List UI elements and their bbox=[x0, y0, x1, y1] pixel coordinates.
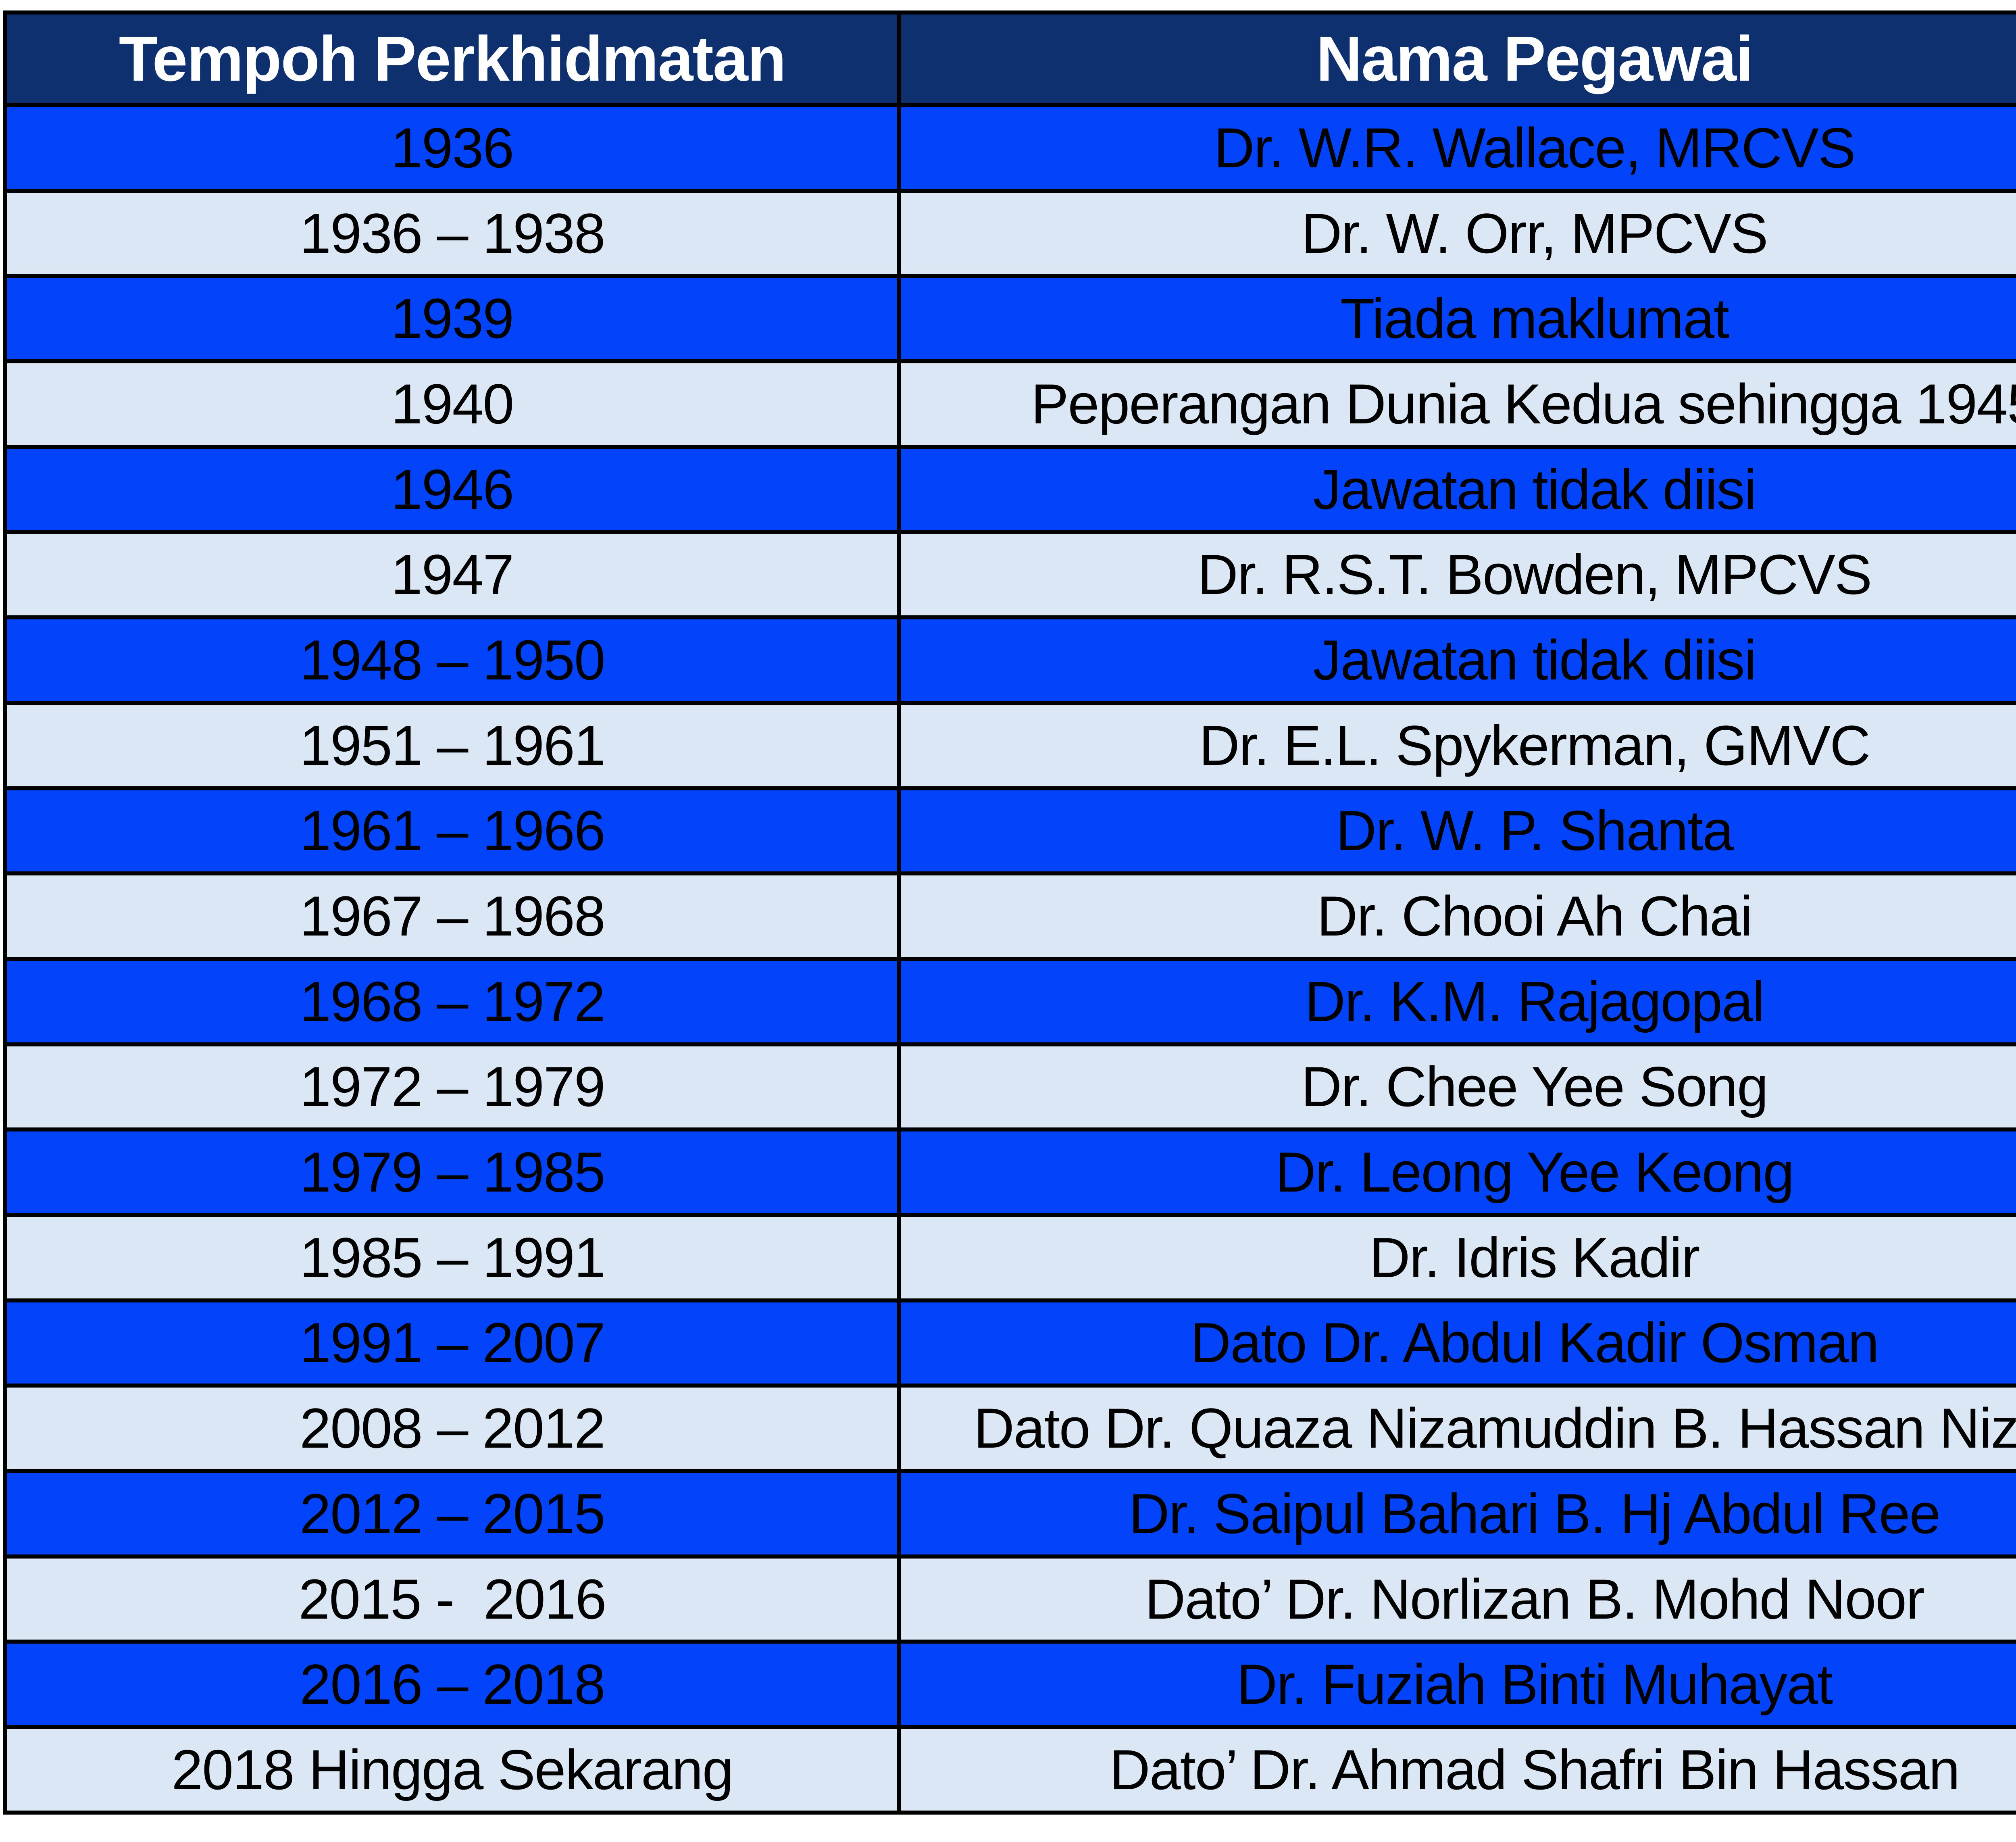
officer-cell: Dr. Saipul Bahari B. Hj Abdul Ree bbox=[897, 1469, 2016, 1559]
period-cell: 2018 Hingga Sekarang bbox=[3, 1725, 901, 1815]
officer-cell: Jawatan tidak diisi bbox=[897, 615, 2016, 705]
officer-cell: Dr. Fuziah Binti Muhayat bbox=[897, 1640, 2016, 1729]
officer-cell: Peperangan Dunia Kedua sehingga 1945 bbox=[897, 359, 2016, 449]
officer-cell: Dato’ Dr. Norlizan B. Mohd Noor bbox=[897, 1554, 2016, 1644]
table-row: 1947 Dr. R.S.T. Bowden, MPCVS bbox=[3, 530, 2016, 620]
period-cell: 1939 bbox=[3, 274, 901, 364]
table-row: 2012 – 2015 Dr. Saipul Bahari B. Hj Abdu… bbox=[3, 1469, 2016, 1559]
period-cell: 1979 – 1985 bbox=[3, 1127, 901, 1217]
officer-cell: Dr. Chooi Ah Chai bbox=[897, 871, 2016, 961]
table-row: 1936 Dr. W.R. Wallace, MRCVS bbox=[3, 103, 2016, 193]
table-row: 1985 – 1991 Dr. Idris Kadir bbox=[3, 1213, 2016, 1302]
officer-cell: Dr. W. P. Shanta bbox=[897, 786, 2016, 876]
officer-cell: Dr. K.M. Rajagopal bbox=[897, 956, 2016, 1046]
officer-cell: Dr. R.S.T. Bowden, MPCVS bbox=[897, 530, 2016, 620]
table-row: 1939 Tiada maklumat bbox=[3, 274, 2016, 364]
officer-cell: Dr. W.R. Wallace, MRCVS bbox=[897, 103, 2016, 193]
period-cell: 2015 - 2016 bbox=[3, 1554, 901, 1644]
table-row: 2015 - 2016 Dato’ Dr. Norlizan B. Mohd N… bbox=[3, 1554, 2016, 1644]
period-cell: 1967 – 1968 bbox=[3, 871, 901, 961]
table-row: 2018 Hingga Sekarang Dato’ Dr. Ahmad Sha… bbox=[3, 1725, 2016, 1815]
table-row: 1972 – 1979 Dr. Chee Yee Song bbox=[3, 1042, 2016, 1132]
officer-cell: Dr. Leong Yee Keong bbox=[897, 1127, 2016, 1217]
table-row: 1991 – 2007 Dato Dr. Abdul Kadir Osman bbox=[3, 1298, 2016, 1388]
table-row: 1967 – 1968 Dr. Chooi Ah Chai bbox=[3, 871, 2016, 961]
table-row: 2008 – 2012 Dato Dr. Quaza Nizamuddin B.… bbox=[3, 1384, 2016, 1473]
officer-cell: Dr. E.L. Spykerman, GMVC bbox=[897, 700, 2016, 790]
period-cell: 1946 bbox=[3, 444, 901, 534]
column-header-tempoh-perkhidmatan: Tempoh Perkhidmatan bbox=[3, 10, 901, 107]
period-cell: 2012 – 2015 bbox=[3, 1469, 901, 1559]
period-cell: 1961 – 1966 bbox=[3, 786, 901, 876]
officer-cell: Dr. Chee Yee Song bbox=[897, 1042, 2016, 1132]
officer-cell: Dato’ Dr. Ahmad Shafri Bin Hassan bbox=[897, 1725, 2016, 1815]
officer-cell: Dato Dr. Quaza Nizamuddin B. Hassan Niza… bbox=[897, 1384, 2016, 1473]
table-row: 1951 – 1961 Dr. E.L. Spykerman, GMVC bbox=[3, 700, 2016, 790]
period-cell: 1936 – 1938 bbox=[3, 188, 901, 278]
table-row: 1946 Jawatan tidak diisi bbox=[3, 444, 2016, 534]
table-row: 1961 – 1966 Dr. W. P. Shanta bbox=[3, 786, 2016, 876]
period-cell: 1940 bbox=[3, 359, 901, 449]
period-cell: 1991 – 2007 bbox=[3, 1298, 901, 1388]
period-cell: 1985 – 1991 bbox=[3, 1213, 901, 1302]
officer-cell: Dr. W. Orr, MPCVS bbox=[897, 188, 2016, 278]
table-row: 1968 – 1972 Dr. K.M. Rajagopal bbox=[3, 956, 2016, 1046]
table-row: 1979 – 1985 Dr. Leong Yee Keong bbox=[3, 1127, 2016, 1217]
column-header-nama-pegawai: Nama Pegawai bbox=[897, 10, 2016, 107]
officer-cell: Dr. Idris Kadir bbox=[897, 1213, 2016, 1302]
officer-cell: Dato Dr. Abdul Kadir Osman bbox=[897, 1298, 2016, 1388]
table-row: 1936 – 1938 Dr. W. Orr, MPCVS bbox=[3, 188, 2016, 278]
table-row: 1948 – 1950 Jawatan tidak diisi bbox=[3, 615, 2016, 705]
period-cell: 2016 – 2018 bbox=[3, 1640, 901, 1729]
service-roster-table: Tempoh Perkhidmatan Nama Pegawai 1936 Dr… bbox=[3, 10, 2016, 1815]
period-cell: 1947 bbox=[3, 530, 901, 620]
header-row: Tempoh Perkhidmatan Nama Pegawai bbox=[3, 10, 2016, 107]
period-cell: 2008 – 2012 bbox=[3, 1384, 901, 1473]
table-header: Tempoh Perkhidmatan Nama Pegawai bbox=[3, 10, 2016, 107]
period-cell: 1968 – 1972 bbox=[3, 956, 901, 1046]
officer-cell: Jawatan tidak diisi bbox=[897, 444, 2016, 534]
table-row: 1940 Peperangan Dunia Kedua sehingga 194… bbox=[3, 359, 2016, 449]
table-body: 1936 Dr. W.R. Wallace, MRCVS 1936 – 1938… bbox=[3, 103, 2016, 1815]
period-cell: 1936 bbox=[3, 103, 901, 193]
table-row: 2016 – 2018 Dr. Fuziah Binti Muhayat bbox=[3, 1640, 2016, 1729]
period-cell: 1951 – 1961 bbox=[3, 700, 901, 790]
period-cell: 1948 – 1950 bbox=[3, 615, 901, 705]
officer-cell: Tiada maklumat bbox=[897, 274, 2016, 364]
period-cell: 1972 – 1979 bbox=[3, 1042, 901, 1132]
